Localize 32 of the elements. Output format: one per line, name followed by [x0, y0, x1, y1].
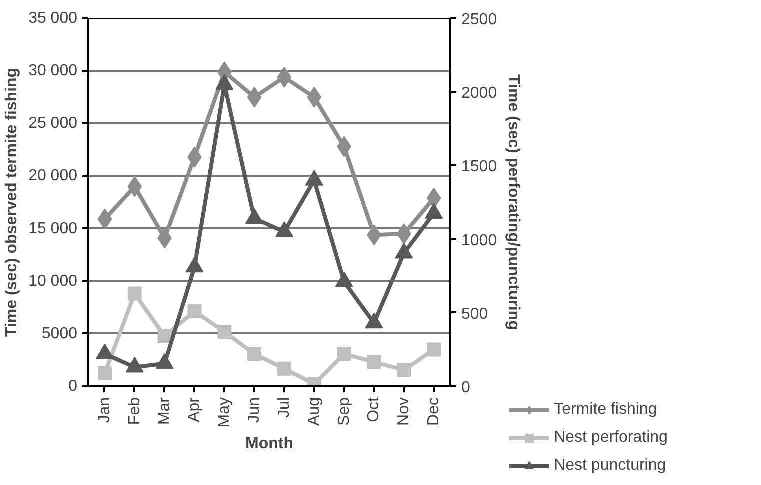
- x-tick-label: Dec: [426, 398, 443, 426]
- legend-label: Nest perforating: [554, 429, 668, 447]
- y2-tick-label: 500: [462, 306, 488, 323]
- x-tick-label: Oct: [366, 396, 383, 422]
- legend-label: Nest puncturing: [554, 457, 666, 475]
- x-tick-label: Mar: [156, 396, 174, 426]
- x-tick-label: Jan: [96, 398, 114, 424]
- y-tick-label: 5000: [42, 325, 78, 342]
- x-tick-label: Jun: [246, 398, 264, 424]
- y-tick-label: 0: [68, 378, 78, 395]
- y-tick-label: 25 000: [28, 115, 78, 132]
- x-tick-label: Aug: [306, 398, 323, 426]
- y-tick-label: 30 000: [28, 62, 78, 80]
- x-tick-label: Apr: [186, 396, 204, 422]
- x-tick-label: May: [216, 397, 234, 428]
- y2-tick-label: 0: [462, 380, 470, 396]
- y-tick-label: 20 000: [28, 168, 78, 185]
- y-tick-label: 10 000: [28, 272, 78, 290]
- y2-tick-label: 1500: [462, 158, 498, 176]
- x-tick-label: Jul: [276, 398, 293, 418]
- y2-tick-label: 2000: [462, 85, 498, 102]
- x-tick-label: Feb: [126, 397, 144, 426]
- y-tick-label: 15 000: [28, 220, 78, 238]
- x-tick-label: Sep: [336, 397, 353, 426]
- x-tick-label: Nov: [396, 398, 413, 426]
- y2-axis-title: Time (sec) perforating/puncturing: [505, 74, 522, 330]
- y-tick-label: 35 000: [28, 10, 78, 27]
- x-axis-title: Month: [246, 436, 294, 453]
- legend-label: Termite fishing: [554, 401, 658, 419]
- y2-tick-label: 1000: [462, 232, 498, 250]
- y-axis-title: Time (sec) observed termite fishing: [4, 68, 21, 338]
- y2-tick-label: 2500: [462, 12, 498, 28]
